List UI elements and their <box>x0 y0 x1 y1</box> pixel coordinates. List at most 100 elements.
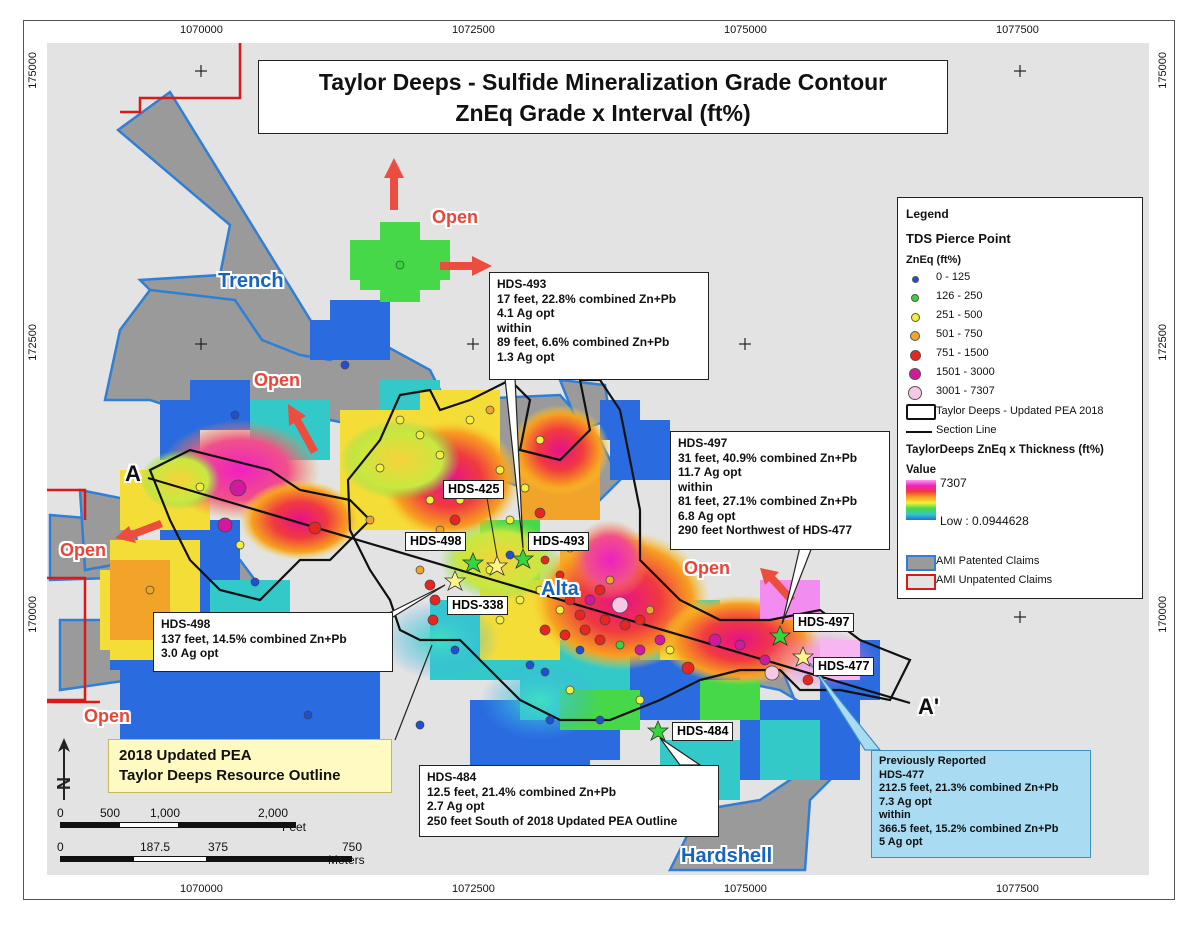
scale-feet-tick: 0 <box>57 806 64 820</box>
legend-class-label: 3001 - 7307 <box>936 385 995 397</box>
callout-hds-484-line: HDS-484 <box>427 770 477 784</box>
area-label-trench: Trench <box>218 270 284 292</box>
legend-zneq-title: ZnEq (ft%) <box>906 254 961 266</box>
x-tick-top-3: 1075000 <box>724 24 767 36</box>
scale-feet-tick: 2,000 <box>258 806 289 820</box>
legend-class-dot <box>910 312 920 322</box>
legend-class-dot <box>910 331 920 341</box>
hole-label-hds-477[interactable]: HDS-477 <box>813 657 875 676</box>
x-tick-top-4: 1077500 <box>996 24 1039 36</box>
scale-feet-unit: Feet <box>282 820 307 834</box>
callout-hds-477-line: 5 Ag opt <box>879 836 923 848</box>
star-hds-497 <box>768 624 792 646</box>
callout-hds-484: HDS-484 12.5 feet, 21.4% combined Zn+Pb … <box>419 765 719 837</box>
scale-feet-bar <box>60 822 296 828</box>
y-tick-left-2: 172500 <box>27 324 39 361</box>
hole-label-hds-498[interactable]: HDS-498 <box>405 532 467 551</box>
scale-feet-tick: 1,000 <box>150 806 181 820</box>
callout-hds-477-line: HDS-477 <box>879 768 925 781</box>
callout-hds-498-line: 137 feet, 14.5% combined Zn+Pb <box>161 631 347 646</box>
legend-panel: Legend TDS Pierce Point ZnEq (ft%) 0 - 1… <box>897 197 1143 599</box>
x-tick-top-1: 1070000 <box>180 24 223 36</box>
callout-hds-484-line: 12.5 feet, 21.4% combined Zn+Pb <box>427 784 617 799</box>
callout-hds-484-line: 2.7 Ag opt <box>427 799 485 813</box>
legend-unpatented-label: AMI Unpatented Claims <box>936 574 1053 586</box>
legend-class-dot <box>909 368 921 380</box>
legend-class-label: 0 - 125 <box>936 271 971 283</box>
scale-meter-tick: 375 <box>208 840 229 854</box>
star-hds-484 <box>646 719 670 741</box>
callout-hds-497-line: 81 feet, 27.1% combined Zn+Pb <box>678 494 858 508</box>
callout-hds-498-line: 3.0 Ag opt <box>161 646 219 660</box>
pierce-points <box>145 260 835 730</box>
scale-meter-bar-segment <box>134 857 206 861</box>
section-start-label: A <box>125 461 141 486</box>
x-tick-bottom-2: 1072500 <box>452 883 495 895</box>
legend-class-dot <box>911 294 919 302</box>
legend-ramp-high: 7307 <box>940 476 967 490</box>
open-label-east: Open <box>684 558 731 578</box>
scale-meter-bar <box>60 856 352 862</box>
area-label-alta: Alta <box>541 578 579 600</box>
open-arrows <box>115 158 795 603</box>
drill-hole-stars <box>443 547 815 741</box>
y-tick-left-1: 175000 <box>27 52 39 89</box>
callout-hds-493: HDS-493 17 feet, 22.8% combined Zn+Pb 4.… <box>489 272 709 380</box>
legend-outline-label: Taylor Deeps - Updated PEA 2018 <box>936 405 1104 417</box>
hds-425-leader <box>486 497 498 557</box>
callout-hds-498-line: HDS-498 <box>161 617 211 631</box>
legend-section-label: Section Line <box>936 424 997 436</box>
unpatented-claims <box>47 43 242 704</box>
star-hds-498 <box>461 551 485 573</box>
section-end-label: A' <box>918 694 940 719</box>
scale-feet-tick: 500 <box>100 806 121 820</box>
legend-class-label: 126 - 250 <box>936 290 983 302</box>
callout-hds-497-line: within <box>678 479 713 494</box>
callout-hds-497-line: 31 feet, 40.9% combined Zn+Pb <box>678 450 858 465</box>
map-canvas[interactable]: N <box>47 43 1149 875</box>
hole-label-hds-484[interactable]: HDS-484 <box>672 722 734 741</box>
callout-pea-line: 2018 Updated PEA <box>119 747 252 764</box>
callout-hds-493-line: 17 feet, 22.8% combined Zn+Pb <box>497 291 677 306</box>
legend-raster-title: TaylorDeeps ZnEq x Thickness (ft%) <box>906 444 1104 456</box>
callout-hds-497-line: 11.7 Ag opt <box>678 465 742 479</box>
star-hds-493 <box>511 547 535 569</box>
callout-hds-477-line: 7.3 Ag opt <box>879 795 932 808</box>
callout-hds-497: HDS-497 31 feet, 40.9% combined Zn+Pb 11… <box>670 431 890 550</box>
hole-label-hds-493[interactable]: HDS-493 <box>528 532 590 551</box>
legend-class-dot <box>909 349 921 361</box>
north-label: N <box>54 777 74 790</box>
area-label-hardshell: Hardshell <box>681 845 773 867</box>
scale-feet-bar-segment <box>120 823 178 827</box>
legend-pierce-title: TDS Pierce Point <box>906 231 1011 246</box>
y-tick-right-3: 170000 <box>1157 596 1169 633</box>
open-label-north: Open <box>432 207 479 227</box>
legend-class-label: 751 - 1500 <box>936 347 989 359</box>
callout-hds-497-line: 290 feet Northwest of HDS-477 <box>678 523 853 537</box>
open-label-northwest: Open <box>254 370 301 390</box>
hole-label-hds-338[interactable]: HDS-338 <box>447 596 509 615</box>
map-title: Taylor Deeps - Sulfide Mineralization Gr… <box>258 60 948 134</box>
callout-hds-493-line: within <box>497 320 532 335</box>
callout-hds-477-line: 366.5 feet, 15.2% combined Zn+Pb <box>879 822 1059 835</box>
grade-contour-raster <box>100 222 880 800</box>
callout-hds-477-line: 212.5 feet, 21.3% combined Zn+Pb <box>879 782 1059 794</box>
scale-meter-tick: 187.5 <box>140 840 171 854</box>
hole-label-hds-425[interactable]: HDS-425 <box>443 480 505 499</box>
callout-hds-477: Previously Reported HDS-477 212.5 feet, … <box>871 750 1091 858</box>
open-label-west: Open <box>60 540 107 560</box>
legend-class-label: 501 - 750 <box>936 328 983 340</box>
legend-section-swatch <box>906 431 932 433</box>
title-line-1: Taylor Deeps - Sulfide Mineralization Gr… <box>318 69 888 95</box>
x-tick-bottom-1: 1070000 <box>180 883 223 895</box>
hole-label-hds-497[interactable]: HDS-497 <box>793 613 855 632</box>
y-tick-right-2: 172500 <box>1157 324 1169 361</box>
callout-hds-493-line: 4.1 Ag opt <box>497 306 555 320</box>
star-hds-425 <box>485 554 509 576</box>
callout-hds-477-line: Previously Reported <box>879 755 986 767</box>
legend-ramp-swatch <box>906 480 936 520</box>
y-tick-right-1: 175000 <box>1157 52 1169 89</box>
callout-hds-477-line: within <box>879 809 911 821</box>
section-line <box>147 476 911 705</box>
callout-hds-498: HDS-498 137 feet, 14.5% combined Zn+Pb 3… <box>153 612 393 672</box>
